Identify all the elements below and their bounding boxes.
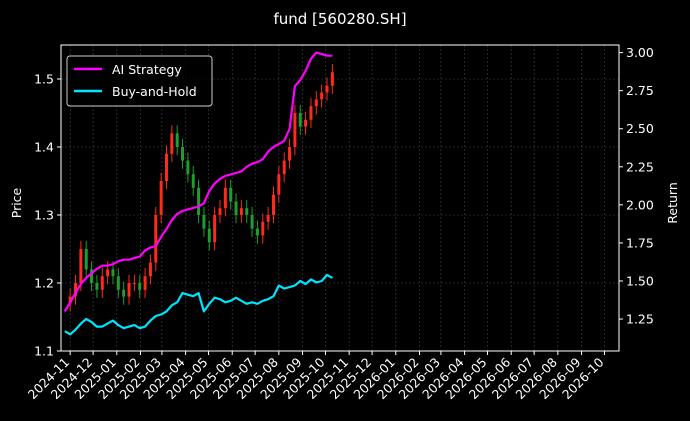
candle-body [132, 283, 136, 284]
candle-body [143, 276, 147, 290]
y-tick-label-left: 1.3 [34, 208, 54, 223]
chart-title: fund [560280.SH] [273, 10, 406, 28]
y-tick-label-right: 1.25 [626, 312, 654, 327]
candle-body [234, 201, 238, 215]
candle-body [229, 187, 233, 202]
candle-body [325, 85, 329, 93]
series-line-buy-and-hold [64, 273, 333, 336]
y-tick-label-left: 1.2 [34, 276, 54, 291]
candle-body [245, 208, 249, 215]
candle-body [170, 133, 174, 154]
candle-body [164, 153, 168, 181]
y-tick-label-right: 2.25 [626, 159, 654, 174]
legend-label-ai-strategy: AI Strategy [112, 62, 182, 77]
candle-body [68, 296, 72, 304]
candle-body [239, 208, 243, 215]
candle-body [271, 194, 275, 215]
candle-body [330, 72, 334, 86]
candle-body [74, 283, 78, 297]
candle-body [116, 276, 120, 290]
legend-label-buy-and-hold: Buy-and-Hold [112, 84, 197, 99]
series-line-ai-strategy [63, 51, 333, 312]
plot-frame [60, 44, 620, 352]
candle-body [175, 133, 179, 147]
candle-body [127, 283, 131, 297]
candle-body [288, 147, 292, 161]
y-tick-label-right: 1.75 [626, 235, 654, 250]
candle-body [304, 119, 308, 127]
y-tick-label-left: 1.5 [34, 72, 54, 87]
candle-body [223, 187, 227, 209]
candle-body [100, 276, 104, 290]
candle-body [282, 160, 286, 175]
candle-body [202, 215, 206, 229]
candle-body [106, 269, 110, 277]
candle-body [266, 215, 270, 222]
y-axis-label-right: Return [665, 182, 680, 223]
candle-body [277, 174, 281, 195]
candle-body [186, 160, 190, 175]
candle-body [298, 113, 302, 127]
candle-body [197, 187, 201, 215]
candle-body [261, 221, 265, 236]
candle-body [95, 283, 99, 290]
candle-body [213, 215, 217, 243]
candle-body [191, 174, 195, 188]
candle-body [159, 181, 163, 215]
candle-body [111, 269, 115, 277]
y-tick-label-left: 1.4 [34, 140, 54, 155]
candle-body [314, 99, 318, 107]
y-tick-label-left: 1.1 [34, 344, 54, 359]
candle-body [138, 283, 142, 290]
candle-body [293, 113, 297, 147]
y-axis-label-left: Price [9, 187, 24, 218]
price-candles [68, 64, 334, 312]
y-tick-label-right: 2.50 [626, 121, 654, 136]
candle-body [218, 208, 222, 215]
candle-body [79, 249, 83, 283]
candle-body [90, 269, 94, 283]
legend-box [66, 55, 213, 107]
y-tick-label-right: 1.50 [626, 273, 654, 288]
series-lines [63, 51, 333, 336]
y-tick-label-right: 3.00 [626, 45, 654, 60]
candle-body [320, 92, 324, 100]
candle-body [207, 228, 211, 243]
candle-body [84, 249, 88, 270]
candle-body [148, 262, 152, 277]
y-tick-label-right: 2.00 [626, 197, 654, 212]
candle-body [255, 228, 259, 236]
legend: AI Strategy Buy-and-Hold [66, 55, 213, 107]
candle-body [250, 215, 254, 229]
candle-body [181, 147, 185, 161]
y-tick-label-right: 2.75 [626, 83, 654, 98]
candle-body [122, 289, 126, 297]
candle-body [154, 215, 158, 263]
candle-body [309, 106, 313, 120]
